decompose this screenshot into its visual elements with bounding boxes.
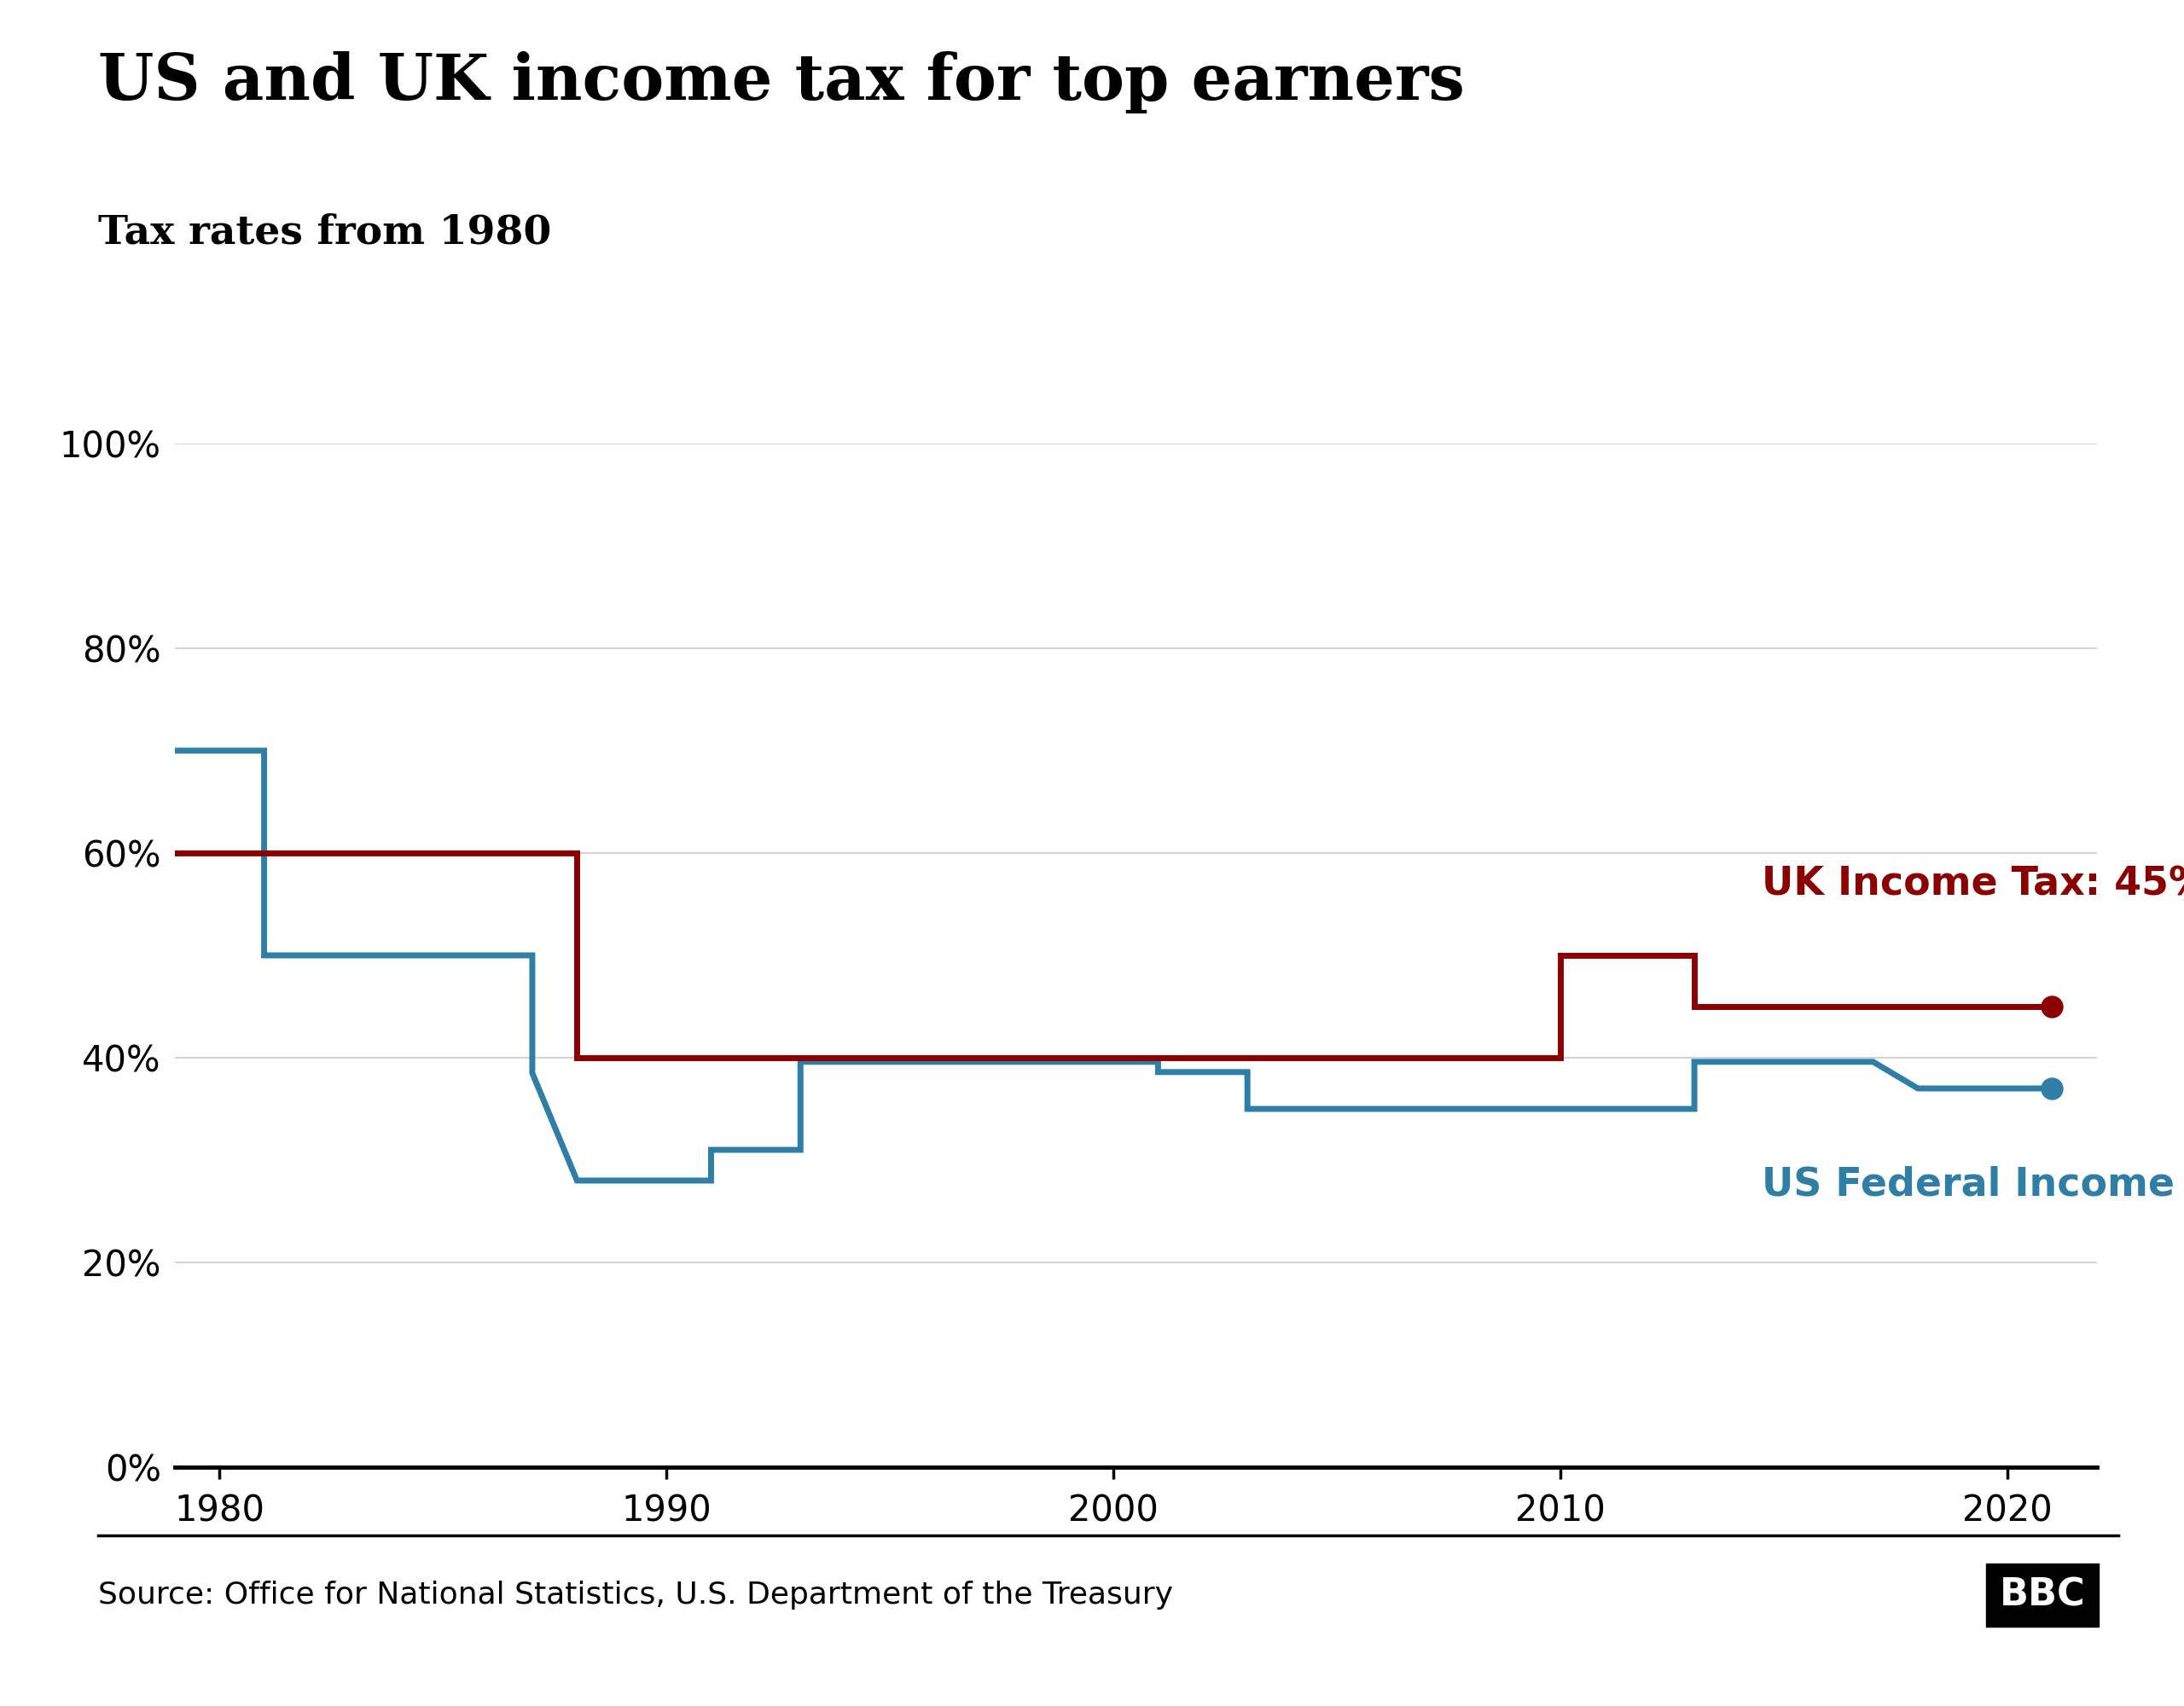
Text: UK Income Tax: 45%: UK Income Tax: 45% (1762, 867, 2184, 904)
Text: US Federal Income Tax: 37%: US Federal Income Tax: 37% (1762, 1165, 2184, 1204)
Text: US and UK income tax for top earners: US and UK income tax for top earners (98, 51, 1465, 113)
Text: Tax rates from 1980: Tax rates from 1980 (98, 213, 553, 252)
Text: BBC: BBC (2001, 1576, 2086, 1614)
Text: Source: Office for National Statistics, U.S. Department of the Treasury: Source: Office for National Statistics, … (98, 1580, 1173, 1610)
